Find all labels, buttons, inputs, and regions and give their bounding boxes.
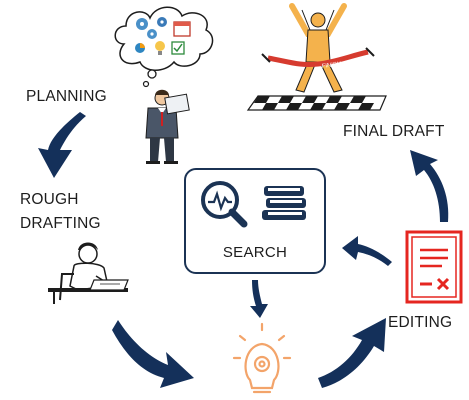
rough-drafting-line1: ROUGH (20, 191, 79, 208)
search-label: SEARCH (222, 244, 288, 261)
search-box: SEARCH (184, 168, 326, 274)
arrow-drafting-to-idea (112, 320, 194, 388)
analytics-magnifier-icon (201, 181, 248, 228)
books-icon (262, 186, 306, 220)
rough-drafting-line2: DRAFTING (20, 215, 101, 232)
bulb-icon (155, 41, 165, 51)
arrow-planning-to-drafting (38, 112, 86, 178)
checkered-floor (246, 95, 387, 111)
arrow-search-to-idea (250, 280, 268, 318)
final-draft-label: FINAL DRAFT (343, 123, 445, 140)
finish-banner-text: FINISH (321, 61, 341, 70)
arrow-editing-to-search (342, 236, 392, 266)
planning-label: PLANNING (26, 88, 107, 105)
finish-ribbon (267, 49, 369, 67)
arrow-editing-to-final (410, 150, 449, 222)
editing-label: EDITING (388, 314, 453, 331)
rough-drafting-label: ROUGH DRAFTING (20, 188, 101, 236)
arrow-idea-to-editing (318, 318, 386, 388)
